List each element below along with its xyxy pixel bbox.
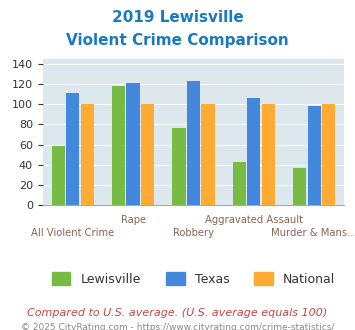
Bar (233, 162, 246, 205)
Bar (81, 105, 94, 205)
Text: 2019 Lewisville: 2019 Lewisville (111, 10, 244, 25)
Bar (187, 82, 200, 205)
Legend: Lewisville, Texas, National: Lewisville, Texas, National (45, 266, 342, 292)
Text: Aggravated Assault: Aggravated Assault (205, 215, 303, 225)
Text: Robbery: Robbery (173, 228, 214, 238)
Text: All Violent Crime: All Violent Crime (31, 228, 114, 238)
Bar (201, 105, 215, 205)
Text: Violent Crime Comparison: Violent Crime Comparison (66, 33, 289, 48)
Text: Rape: Rape (121, 215, 146, 225)
Text: © 2025 CityRating.com - https://www.cityrating.com/crime-statistics/: © 2025 CityRating.com - https://www.city… (21, 323, 334, 330)
Bar (247, 98, 261, 205)
Text: Compared to U.S. average. (U.S. average equals 100): Compared to U.S. average. (U.S. average … (27, 308, 328, 317)
Bar (322, 105, 335, 205)
Bar (66, 93, 80, 205)
Bar (141, 105, 154, 205)
Bar (293, 168, 306, 205)
Bar (262, 105, 275, 205)
Text: Murder & Mans...: Murder & Mans... (271, 228, 355, 238)
Bar (52, 146, 65, 205)
Bar (173, 128, 186, 205)
Bar (112, 86, 125, 205)
Bar (126, 83, 140, 205)
Bar (307, 107, 321, 205)
